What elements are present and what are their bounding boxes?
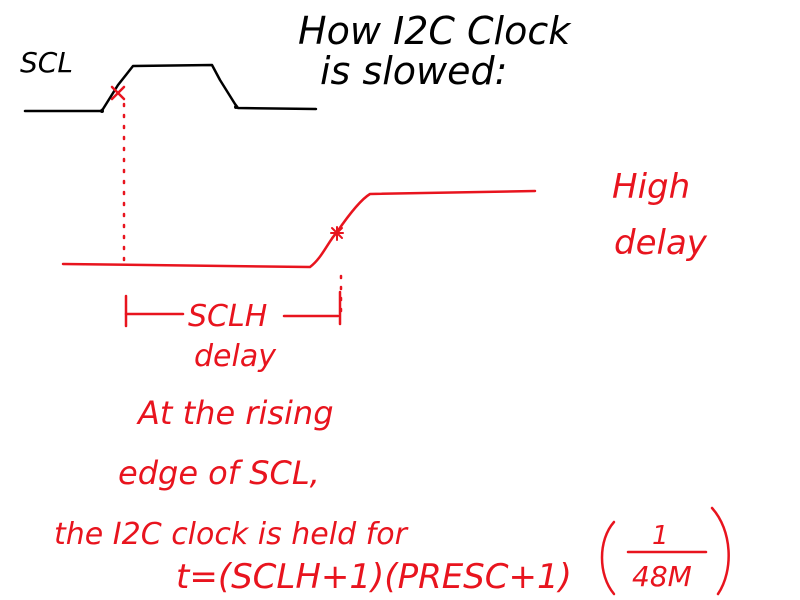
title-line-1: How I2C Clock <box>298 9 572 53</box>
sclh-delay-label-line-2: delay <box>194 339 277 374</box>
scl-label: SCL <box>20 46 73 79</box>
explanation-line-2: edge of SCL, <box>118 454 320 492</box>
explanation-formula: t=(SCLH+1)(PRESC+1) <box>176 557 572 597</box>
scl-edge-dot-right <box>234 105 238 109</box>
high-delay-label-line-1: High <box>612 167 690 207</box>
delayed-clock-waveform <box>61 189 537 269</box>
fraction-numerator: 1 <box>652 521 669 551</box>
scl-edge-dot-left <box>100 109 104 113</box>
fraction-denominator: 48M <box>632 560 692 593</box>
fraction-right-paren <box>710 506 730 596</box>
title-line-2: is slowed: <box>320 49 507 93</box>
delayed-edge-marker <box>330 226 344 241</box>
high-delay-label-line-2: delay <box>614 223 708 263</box>
fraction-left-paren <box>600 520 616 596</box>
sclh-delay-label-line-1: SCLH <box>188 299 267 334</box>
explanation-line-3: the I2C clock is held for <box>54 517 409 552</box>
sclh-delay-dimension <box>124 290 342 328</box>
scl-rising-edge-marker <box>110 85 126 101</box>
explanation-line-1: At the rising <box>136 394 334 432</box>
